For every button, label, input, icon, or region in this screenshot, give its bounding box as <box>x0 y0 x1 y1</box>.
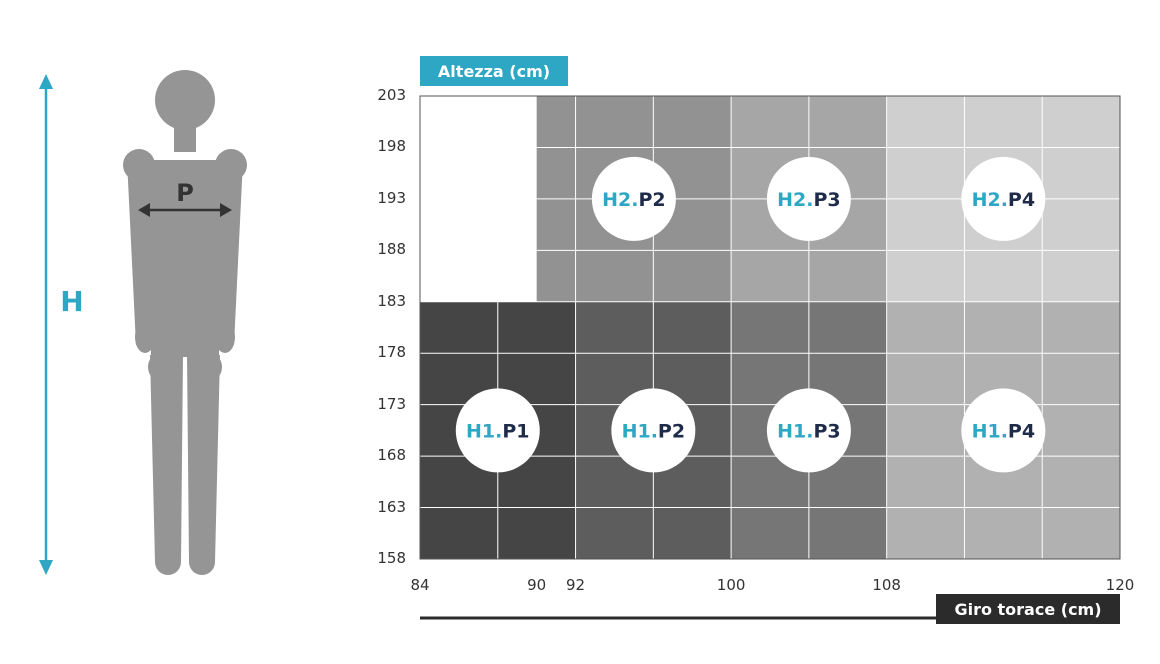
chest-arrow-right-head <box>220 203 232 217</box>
badge-circle <box>766 156 851 241</box>
badge-circle <box>961 156 1046 241</box>
badge-text: H1.P1 <box>466 420 530 442</box>
badge-text: H2.P3 <box>777 189 841 211</box>
x-tick-label: 120 <box>1105 576 1135 594</box>
badge-circle <box>611 388 696 473</box>
height-label: H <box>60 285 83 318</box>
badge-h1-p4: H1.P4 <box>961 388 1046 473</box>
badge-height-code: H1. <box>777 420 813 442</box>
figure-left-leg <box>150 355 183 562</box>
badge-chest-code: P1 <box>502 420 529 442</box>
height-arrow-bottom-head <box>39 560 53 575</box>
badge-text: H1.P2 <box>622 420 686 442</box>
badge-h2-p3: H2.P3 <box>766 156 851 241</box>
x-tick-label: 100 <box>716 576 746 594</box>
badge-text: H1.P4 <box>972 420 1035 442</box>
y-tick-label: 178 <box>377 343 406 362</box>
height-arrow-top-head <box>39 74 53 89</box>
badge-h1-p1: H1.P1 <box>455 388 540 473</box>
x-tick-label: 92 <box>566 576 586 594</box>
figure-left-hand <box>135 321 155 353</box>
y-tick-label: 193 <box>377 188 406 207</box>
plot-frame <box>419 95 1121 560</box>
chest-label: P <box>176 179 194 207</box>
badge-chest-code: P4 <box>1008 189 1035 211</box>
chest-arrow <box>138 203 232 217</box>
figure-right-hand <box>215 321 235 353</box>
badge-h2-p2: H2.P2 <box>591 156 676 241</box>
badge-height-code: H1. <box>466 420 502 442</box>
y-tick-label: 158 <box>377 549 406 567</box>
x-tick-label: 90 <box>527 576 547 594</box>
badge-circle <box>591 156 676 241</box>
x-tick-label: 84 <box>410 576 430 594</box>
body-silhouette <box>123 70 247 575</box>
badge-text: H2.P2 <box>602 189 666 211</box>
y-tick-label: 173 <box>377 394 406 413</box>
x-axis-title: Giro torace (cm) <box>936 594 1120 624</box>
y-tick-label: 198 <box>377 137 406 156</box>
badge-circle <box>455 388 540 473</box>
height-arrow <box>39 74 53 575</box>
y-tick-label: 168 <box>377 446 406 465</box>
figure-neck <box>174 128 196 152</box>
badge-chest-code: P3 <box>813 420 840 442</box>
figure-torso <box>127 160 243 345</box>
badge-chest-code: P3 <box>813 189 840 211</box>
badge-circle <box>766 388 851 473</box>
badge-text: H2.P4 <box>972 189 1035 211</box>
badge-height-code: H2. <box>602 189 638 211</box>
figure-right-leg <box>187 355 220 562</box>
badge-height-code: H1. <box>972 420 1008 442</box>
badge-chest-code: P2 <box>658 420 685 442</box>
figure-left-foot <box>155 549 181 575</box>
y-axis-title: Altezza (cm) <box>420 56 568 86</box>
y-tick-label: 163 <box>377 497 406 516</box>
y-tick-label: 183 <box>377 291 406 310</box>
y-tick-label: 203 <box>377 86 406 104</box>
x-tick-label: 108 <box>872 576 901 594</box>
y-tick-label: 188 <box>377 240 406 259</box>
badge-height-code: H1. <box>622 420 658 442</box>
badge-h1-p2: H1.P2 <box>611 388 696 473</box>
badge-h1-p3: H1.P3 <box>766 388 851 473</box>
figure-hips <box>151 335 219 357</box>
badge-circle <box>961 388 1046 473</box>
chest-arrow-left-head <box>138 203 150 217</box>
badge-chest-code: P2 <box>638 189 665 211</box>
figure-head <box>155 70 215 130</box>
figure-right-foot <box>189 549 215 575</box>
badge-chest-code: P4 <box>1008 420 1035 442</box>
badge-text: H1.P3 <box>777 420 841 442</box>
badge-height-code: H2. <box>777 189 813 211</box>
badge-height-code: H2. <box>972 189 1008 211</box>
badge-h2-p4: H2.P4 <box>961 156 1046 241</box>
